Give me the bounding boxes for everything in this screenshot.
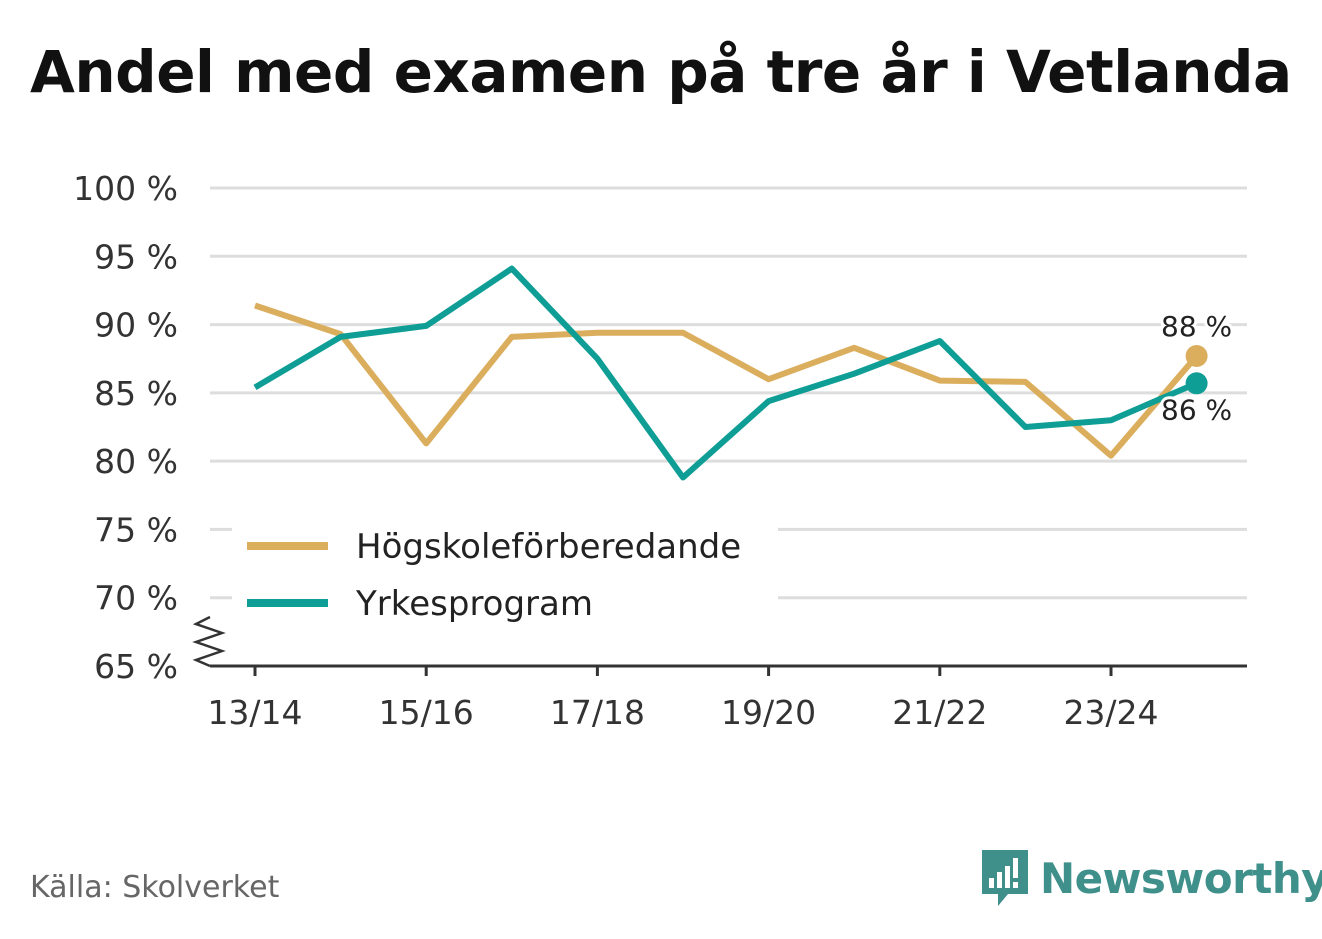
y-tick-label: 90 % [94,306,178,345]
newsworthy-logo-icon [982,850,1028,906]
axis-break-icon [192,615,226,668]
source-note: Källa: Skolverket [30,870,280,905]
end-value-label: 86 % [1161,393,1232,426]
y-tick-label: 75 % [94,510,178,549]
end-point-marker [1185,372,1208,395]
x-tick-label: 23/24 [1063,693,1158,732]
y-tick-label: 80 % [94,442,178,481]
x-axis [192,615,1247,676]
end-point-marker [1185,344,1208,367]
end-markers: 88 % 86 % [1158,307,1235,429]
x-tick-label: 21/22 [892,693,987,732]
y-axis-tick-labels: 100 % 95 % 90 % 85 % 80 % 75 % 70 % 65 % [73,169,178,686]
brand-logo: Newsworthy [980,848,1322,908]
brand-name: Newsworthy [1040,853,1322,903]
series-line [253,265,1198,481]
chart-title: Andel med examen på tre år i Vetlanda [30,38,1292,106]
y-tick-label: 65 % [94,647,178,686]
y-tick-label: 70 % [94,579,178,618]
y-tick-label: 100 % [73,169,178,208]
end-value-label: 88 % [1161,310,1232,343]
x-tick-label: 19/20 [721,693,816,732]
y-tick-label: 95 % [94,237,178,276]
line-chart: 100 % 95 % 90 % 85 % 80 % 75 % 70 % 65 % Högsko… [73,169,1247,732]
x-tick-label: 13/14 [207,693,302,732]
x-tick-label: 17/18 [550,693,645,732]
legend: Högskoleförberedande Yrkesprogram [232,518,778,632]
x-axis-tick-labels: 13/14 15/16 17/18 19/20 21/22 23/24 [207,693,1158,732]
series-line [254,302,1199,459]
series-lines [253,265,1199,481]
legend-label: Högskoleförberedande [356,527,741,567]
legend-label: Yrkesprogram [355,584,593,624]
legend-background [232,518,778,632]
x-tick-label: 15/16 [379,693,474,732]
y-tick-label: 85 % [94,374,178,413]
